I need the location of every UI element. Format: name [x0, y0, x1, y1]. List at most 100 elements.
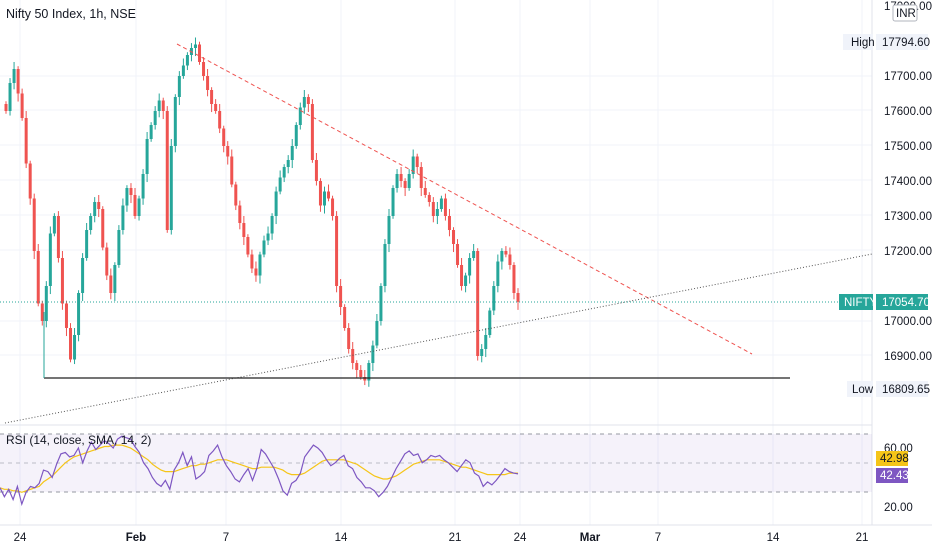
candle-body	[129, 188, 133, 195]
candle-body	[8, 83, 12, 111]
candle-body	[165, 111, 169, 230]
candle-body	[16, 69, 20, 94]
candle-body	[52, 216, 56, 234]
candle-body	[173, 97, 177, 146]
candle-body	[141, 174, 145, 199]
candle-body	[181, 65, 185, 76]
candle-body	[496, 261, 500, 286]
time-tick-label: Mar	[580, 532, 601, 544]
candle-body	[331, 198, 335, 216]
ascending-trendline[interactable]	[4, 253, 873, 424]
candle-body	[403, 181, 407, 188]
last-tag-label-bg	[839, 294, 873, 310]
time-axis[interactable]: 24 Feb 7 14 21 24 Mar 7 14 21	[14, 532, 869, 544]
candle-body	[411, 156, 415, 174]
high-tag-value: 17794.60	[882, 37, 930, 49]
candle-body	[367, 363, 371, 381]
candle-body	[447, 216, 451, 230]
rsi-ma-tag-value: 42.98	[880, 453, 909, 465]
price-tick-label: 16900.00	[884, 351, 932, 363]
candle-body	[73, 335, 77, 360]
candle-body	[431, 202, 435, 216]
candle-body	[226, 146, 230, 157]
candle-body	[113, 265, 117, 293]
candle-body	[359, 370, 363, 377]
low-tag-label-bg	[847, 381, 873, 397]
candle-body	[28, 163, 32, 199]
candle-body	[286, 160, 290, 167]
candle-body	[258, 254, 262, 276]
rsi-indicator-label[interactable]: RSI (14, close, SMA, 14, 2)	[6, 433, 152, 447]
candle-body	[60, 258, 64, 304]
candles-group	[4, 37, 520, 387]
candle-body	[109, 275, 113, 293]
candle-body	[177, 76, 181, 97]
candle-body	[290, 146, 294, 160]
candle-body	[266, 233, 270, 241]
candle-body	[407, 174, 411, 188]
last-tag-value-bg	[876, 294, 928, 310]
candle-body	[363, 377, 367, 381]
candle-body	[262, 240, 266, 255]
candle-body	[472, 251, 476, 258]
rsi-line	[0, 435, 519, 507]
rsi-tag-value: 42.43	[880, 470, 909, 482]
candle-body	[218, 111, 222, 129]
candle-body	[93, 202, 97, 216]
candle-body	[36, 251, 40, 304]
candle-body	[214, 104, 218, 111]
high-tag-value-bg	[876, 34, 928, 50]
candle-body	[89, 216, 93, 230]
price-tick-label: 17500.00	[884, 141, 932, 153]
candle-body	[298, 107, 302, 125]
candle-body	[117, 230, 121, 265]
candle-body	[48, 233, 52, 286]
candle-body	[274, 191, 278, 216]
candle-body	[302, 97, 306, 108]
time-tick-label: 21	[856, 532, 869, 544]
time-tick-label: 7	[655, 532, 661, 544]
candle-body	[234, 184, 238, 206]
price-tick-label: 17700.00	[884, 71, 932, 83]
candle-body	[238, 205, 242, 223]
chart-title[interactable]: Nifty 50 Index, 1h, NSE	[6, 7, 136, 21]
candle-body	[476, 251, 480, 356]
candle-body	[222, 128, 226, 146]
candle-body	[492, 286, 496, 311]
descending-trendline[interactable]	[176, 43, 753, 355]
candle-body	[81, 258, 85, 293]
candle-body	[468, 258, 472, 276]
candle-body	[500, 251, 504, 262]
candle-body	[355, 363, 359, 370]
candle-body	[351, 349, 355, 363]
high-tag-label-bg	[843, 34, 873, 50]
candle-body	[343, 307, 347, 328]
price-tick-label: 17600.00	[884, 106, 932, 118]
time-tick-label: 14	[767, 532, 780, 544]
candle-body	[306, 97, 310, 104]
candle-body	[375, 321, 379, 346]
candle-body	[318, 181, 322, 206]
candle-body	[24, 118, 28, 164]
candle-body	[294, 125, 298, 146]
candle-body	[399, 174, 403, 181]
candle-body	[137, 198, 141, 216]
candle-body	[149, 125, 153, 139]
candle-body	[270, 216, 274, 234]
candle-body	[387, 216, 391, 244]
candle-body	[125, 188, 129, 206]
candle-body	[69, 328, 73, 360]
candle-body	[435, 209, 439, 216]
rsi-tick-label: 20.00	[884, 502, 913, 514]
candle-body	[460, 265, 464, 286]
candle-body	[451, 230, 455, 244]
candle-body	[488, 310, 492, 335]
candle-body	[40, 303, 44, 321]
price-axis[interactable]: 17000.00 17700.00 17600.00 17500.00 17400.00…	[884, 1, 932, 363]
last-tag-value: 17054.70	[882, 297, 930, 309]
candle-body	[254, 268, 258, 276]
currency-badge[interactable]	[892, 4, 918, 22]
price-tick-label: 17200.00	[884, 246, 932, 258]
candle-body	[32, 198, 36, 251]
